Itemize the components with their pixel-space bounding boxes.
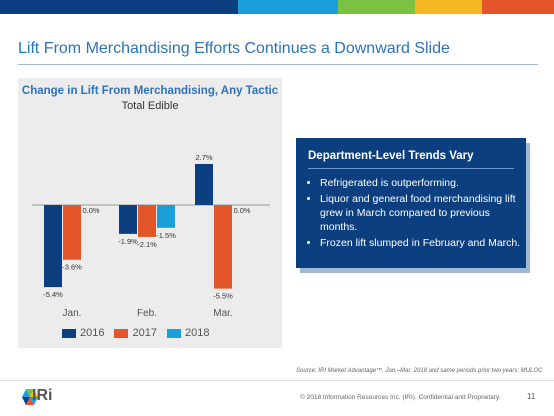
footer-divider — [0, 380, 554, 381]
bar-2017-jan — [63, 205, 81, 260]
chart-subtitle: Total Edible — [121, 100, 179, 112]
topbar-segment — [481, 0, 554, 14]
title-divider — [18, 64, 538, 65]
data-label: -5.5% — [213, 292, 233, 301]
bar-2017-mar — [214, 205, 232, 289]
legend-swatch — [114, 328, 129, 338]
page-number: 11 — [527, 392, 536, 401]
logo-text: IRi — [32, 387, 53, 404]
data-label: 0.0% — [233, 206, 250, 215]
bar-2018-feb — [157, 205, 175, 228]
chart-card: -5.4% -3.6% 0.0% Jan. -1.9% -2.1% -1.5% Feb. 2.7… — [18, 78, 282, 348]
topbar-segment — [238, 0, 338, 14]
legend-label: 2017 — [132, 327, 157, 339]
callout-title: Department-Level Trends Vary — [308, 150, 474, 162]
callout-bullets: Refrigerated is outperforming. Liquor an… — [308, 176, 530, 252]
topbar-segment — [415, 0, 482, 14]
bar-2016-feb — [119, 205, 137, 234]
bar-2016-jan — [44, 205, 62, 288]
legend-item-2017: 2017 — [114, 327, 157, 339]
legend-item-2018: 2018 — [166, 327, 210, 339]
legend-label: 2018 — [184, 327, 210, 339]
legend-swatch — [62, 328, 76, 338]
legend-label: 2016 — [80, 327, 105, 339]
topbar-segment — [0, 0, 239, 14]
callout-bullet: Liquor and general food merchandising li… — [320, 192, 530, 234]
chart-title: Change in Lift From Merchandising, Any T… — [21, 85, 279, 97]
legend-item-2016: 2016 — [62, 327, 104, 339]
top-accent-bar — [0, 0, 554, 14]
topbar-segment — [337, 0, 416, 14]
data-label: 2.7% — [195, 153, 212, 162]
category-label: Feb. — [137, 308, 157, 319]
data-label: -3.6% — [62, 263, 82, 272]
data-label: -1.5% — [156, 231, 176, 240]
category-label: Mar. — [213, 308, 232, 319]
callout-divider — [308, 168, 514, 169]
data-label: -1.9% — [118, 237, 138, 246]
data-label: 0.0% — [82, 206, 99, 215]
category-label: Jan. — [63, 308, 82, 319]
data-label: -5.4% — [43, 290, 63, 299]
legend-swatch — [166, 328, 181, 338]
callout-bullet: Frozen lift slumped in February and Marc… — [320, 236, 530, 250]
bar-2016-mar — [195, 163, 213, 205]
chart-legend: 2016 2017 2018 — [62, 327, 209, 339]
copyright-text: © 2018 Information Resources Inc. (IRI).… — [300, 394, 501, 401]
iri-logo-icon — [22, 389, 38, 405]
bar-2017-feb — [138, 205, 156, 237]
source-note: Source: IRI Market Advantage™, Jan.–Mar.… — [296, 368, 543, 374]
bar-chart: -5.4% -3.6% 0.0% Jan. -1.9% -2.1%-1.5% Feb. 2.7… — [32, 153, 270, 319]
callout-bullet: Refrigerated is outperforming. — [320, 176, 530, 190]
callout-box: Department-Level Trends Vary Refrigerate… — [296, 138, 526, 268]
slide-title: Lift From Merchandising Efforts Continue… — [18, 40, 450, 57]
data-label: -2.1% — [137, 240, 157, 249]
